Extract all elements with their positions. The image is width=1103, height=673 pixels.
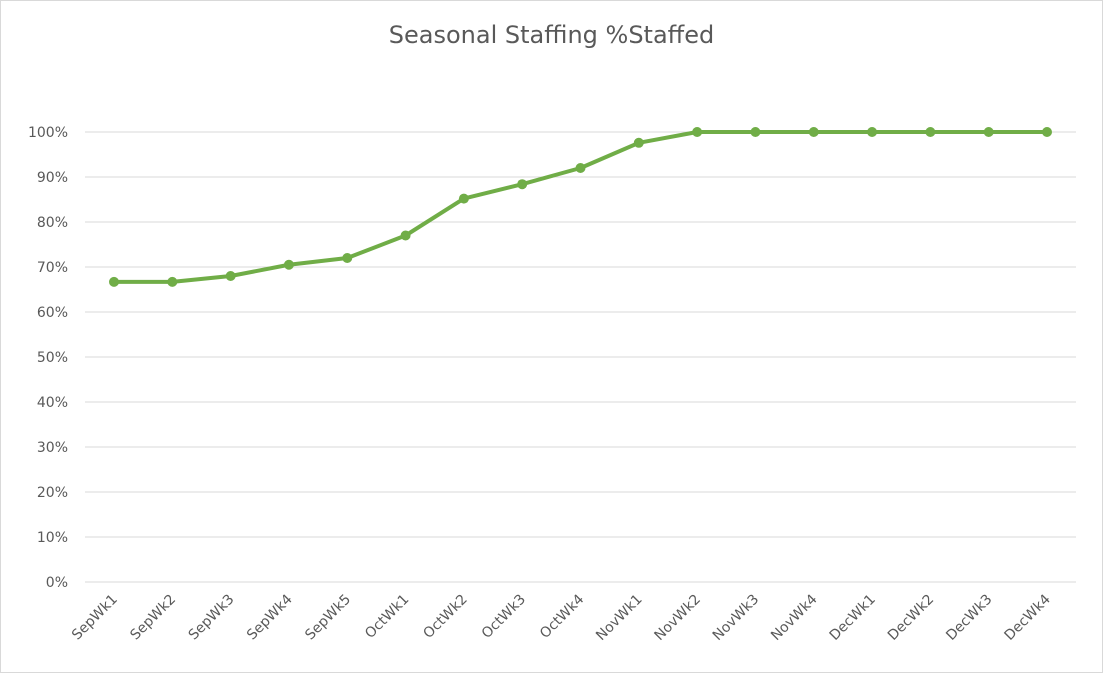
y-tick-label: 0% <box>46 575 68 591</box>
data-point <box>458 193 469 204</box>
x-axis-ticks: SepWk1 SepWk2 SepWk3 SepWk4 SepWk5 OctWk1 OctW… <box>69 591 1054 644</box>
data-point <box>750 127 761 137</box>
x-tick-label: SepWk2 <box>127 592 179 644</box>
x-tick-label: SepWk5 <box>302 592 354 644</box>
data-point <box>283 259 294 270</box>
x-tick-label: OctWk1 <box>362 592 412 642</box>
data-point <box>1042 127 1052 137</box>
y-tick-label: 20% <box>37 485 68 501</box>
data-point <box>633 137 644 148</box>
gridlines <box>85 131 1076 583</box>
data-point <box>109 276 119 287</box>
y-tick-label: 30% <box>37 440 68 456</box>
y-tick-label: 50% <box>37 350 68 366</box>
y-tick-label: 90% <box>37 170 68 186</box>
data-point <box>342 253 353 263</box>
series-layer <box>109 127 1052 287</box>
y-tick-label: 100% <box>28 125 68 141</box>
y-tick-label: 40% <box>37 395 68 411</box>
x-tick-label: OctWk2 <box>420 592 470 642</box>
series-line <box>112 130 1049 284</box>
data-point <box>925 127 936 137</box>
data-point <box>167 276 178 287</box>
data-point <box>575 163 586 173</box>
y-tick-label: 80% <box>37 215 68 231</box>
y-tick-label: 70% <box>37 260 68 276</box>
y-tick-label: 10% <box>37 530 68 546</box>
x-tick-label: NovWk4 <box>768 591 821 644</box>
x-tick-label: DecWk2 <box>885 592 937 644</box>
data-point <box>983 127 994 137</box>
data-point <box>225 271 236 281</box>
data-point <box>867 127 878 137</box>
chart-title: Seasonal Staffing %Staffed <box>388 21 715 49</box>
data-point <box>400 230 411 241</box>
x-tick-label: NovWk1 <box>593 592 645 644</box>
x-tick-label: SepWk3 <box>186 592 238 644</box>
y-axis-ticks: 0% 10% 20% 30% 40% 50% 60% 70% 80% 90% 100% <box>28 125 68 591</box>
x-tick-label: DecWk1 <box>827 592 879 644</box>
data-point <box>517 179 528 190</box>
x-tick-label: NovWk2 <box>651 592 703 644</box>
x-tick-label: DecWk4 <box>1002 591 1054 643</box>
x-tick-label: OctWk3 <box>479 592 529 642</box>
data-point <box>808 127 819 137</box>
y-tick-label: 60% <box>37 305 68 321</box>
x-tick-label: NovWk3 <box>710 592 762 644</box>
x-tick-label: OctWk4 <box>537 591 587 641</box>
x-tick-label: SepWk1 <box>69 592 121 644</box>
x-tick-label: DecWk3 <box>943 592 995 644</box>
x-tick-label: SepWk4 <box>244 591 296 643</box>
data-point <box>692 127 703 137</box>
